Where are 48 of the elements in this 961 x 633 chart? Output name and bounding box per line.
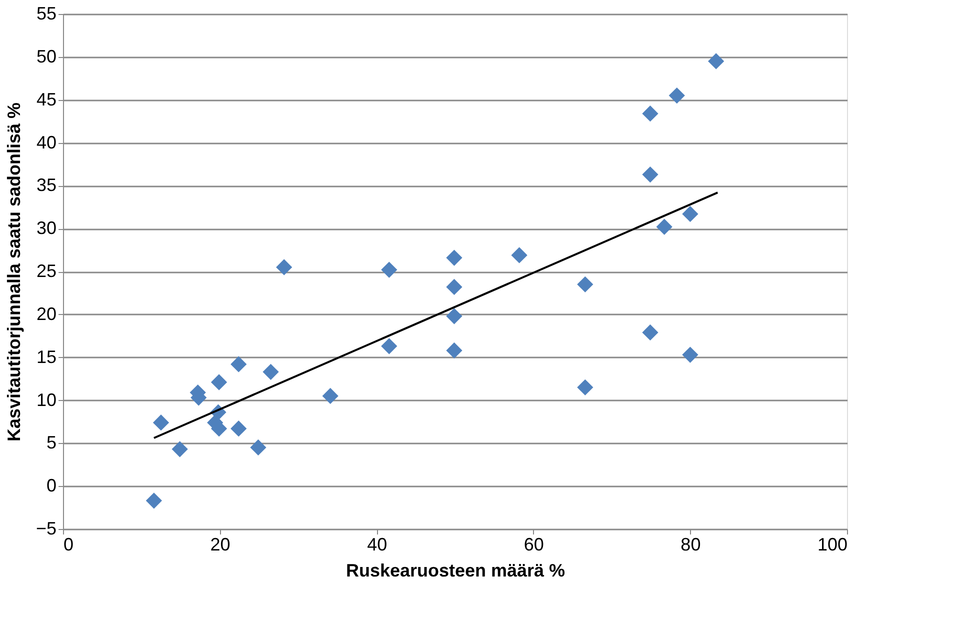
- point: [322, 388, 338, 404]
- point: [577, 379, 594, 396]
- point: [642, 324, 658, 341]
- y-tick-label: 45: [36, 89, 56, 110]
- y-tick-label: 55: [36, 4, 56, 24]
- x-tick-label: 60: [524, 534, 544, 554]
- x-tick-label: 80: [680, 534, 701, 554]
- point: [446, 278, 462, 296]
- y-tick-label: 25: [36, 261, 56, 281]
- x-tick-label: 20: [210, 534, 230, 554]
- point: [446, 342, 462, 359]
- point: [642, 106, 658, 122]
- y-tick-label: 35: [36, 175, 56, 196]
- point: [262, 364, 279, 380]
- point: [642, 166, 658, 183]
- x-tick-label: 40: [367, 534, 388, 554]
- y-tick-label: 5: [46, 432, 56, 453]
- point: [152, 414, 170, 431]
- x-tick-label: 0: [64, 534, 74, 554]
- x-tick-label: 100: [817, 534, 848, 554]
- y-tick-label: 20: [36, 304, 56, 324]
- point: [172, 441, 188, 458]
- y-tick-label: −5: [36, 518, 56, 538]
- point: [230, 356, 247, 372]
- y-tick-label: 15: [36, 346, 56, 367]
- point: [668, 87, 685, 104]
- y-tick-label: 10: [36, 390, 56, 410]
- point: [146, 492, 162, 509]
- point: [656, 218, 672, 235]
- y-tick-label: 0: [46, 476, 56, 496]
- point: [381, 338, 398, 354]
- point: [446, 308, 462, 324]
- point: [577, 276, 594, 292]
- y-tick-label: 40: [36, 132, 56, 152]
- point: [682, 346, 698, 363]
- point: [381, 262, 398, 278]
- point: [230, 420, 247, 437]
- point: [511, 247, 528, 264]
- y-tick-label: 50: [36, 46, 56, 66]
- x-axis-title: Ruskearuosteen määrä %: [346, 560, 566, 580]
- y-tick-label: 30: [36, 218, 56, 238]
- point: [446, 250, 462, 266]
- point: [210, 374, 228, 390]
- point: [276, 259, 292, 276]
- point: [682, 206, 698, 222]
- point: [250, 439, 266, 456]
- y-axis-title: Kasvitautitorjunnalla saatu sadonlisä %: [4, 102, 24, 442]
- point: [708, 53, 724, 70]
